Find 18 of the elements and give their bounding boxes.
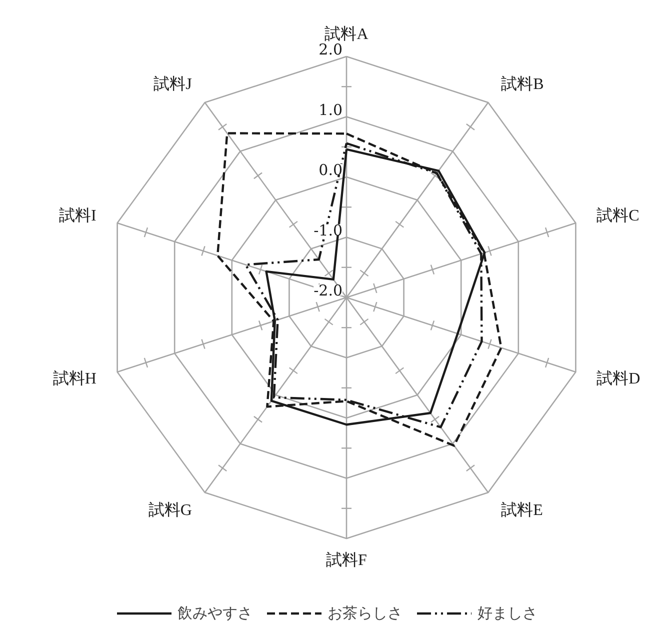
spoke-label: 試料E: [501, 500, 543, 519]
y-tick-label: 2.0: [318, 40, 343, 58]
y-tick-label: 1.0: [318, 100, 343, 119]
spoke-label: 試料C: [596, 206, 640, 225]
spoke-label: 試料F: [326, 551, 368, 569]
spoke-label: 試料J: [154, 75, 192, 94]
spoke-label: 試料B: [501, 75, 544, 94]
spoke-label: 試料I: [59, 206, 96, 225]
legend-label: 好ましさ: [478, 604, 538, 622]
spoke-label: 試料H: [52, 369, 97, 388]
y-tick-label: 0.0: [318, 161, 343, 179]
spoke-label: 試料A: [324, 25, 369, 43]
spoke-label: 試料G: [148, 500, 192, 519]
y-tick-label: -2.0: [314, 282, 343, 300]
legend-label: お茶らしさ: [328, 604, 402, 622]
spoke-label: 試料D: [596, 369, 640, 388]
legend-label: 飲みやすさ: [178, 604, 252, 622]
y-tick-label: -1.0: [314, 221, 343, 240]
